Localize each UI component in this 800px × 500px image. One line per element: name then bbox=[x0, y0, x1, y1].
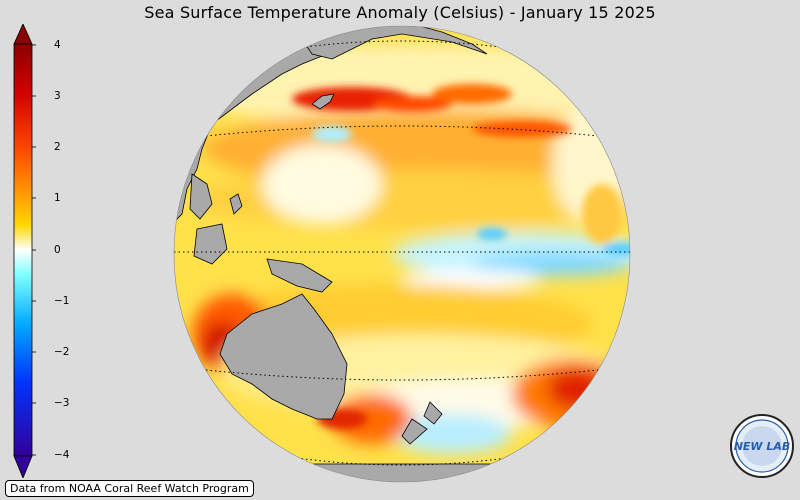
data-credit: Data from NOAA Coral Reef Watch Program bbox=[5, 480, 254, 497]
colorbar-max-arrow bbox=[13, 23, 33, 45]
colorbar-tick: 2 bbox=[54, 141, 61, 153]
australia-land bbox=[219, 293, 348, 420]
new-zealand-land bbox=[423, 401, 443, 425]
colorbar-graphic bbox=[13, 23, 36, 480]
logo-text: NEW LAB bbox=[734, 440, 791, 453]
colorbar-tick: 3 bbox=[54, 90, 61, 102]
colorbar-tick: 4 bbox=[54, 39, 61, 51]
colorbar-min-arrow bbox=[13, 455, 33, 480]
globe-map bbox=[172, 24, 632, 484]
sst-globe bbox=[173, 25, 631, 483]
colorbar-tick: 0 bbox=[54, 244, 61, 256]
map-title: Sea Surface Temperature Anomaly (Celsius… bbox=[144, 3, 656, 22]
borneo-land bbox=[193, 223, 228, 265]
colorbar-tick: −2 bbox=[54, 346, 70, 358]
lab-logo: NEW LAB bbox=[730, 414, 794, 478]
antarctica-land bbox=[261, 463, 553, 482]
japan-land bbox=[311, 93, 335, 110]
colorbar-tick: −3 bbox=[54, 397, 70, 409]
colorbar-tick: −4 bbox=[54, 449, 70, 461]
colorbar-tick: 1 bbox=[54, 192, 61, 204]
colorbar-tick: −1 bbox=[54, 295, 70, 307]
new-guinea-land bbox=[266, 258, 333, 293]
lab-logo-graphic: NEW LAB bbox=[730, 414, 794, 478]
graticule bbox=[174, 40, 630, 466]
indochina-land bbox=[189, 173, 213, 220]
colorbar: 4 3 2 1 0 −1 −2 −3 −4 bbox=[12, 23, 69, 480]
